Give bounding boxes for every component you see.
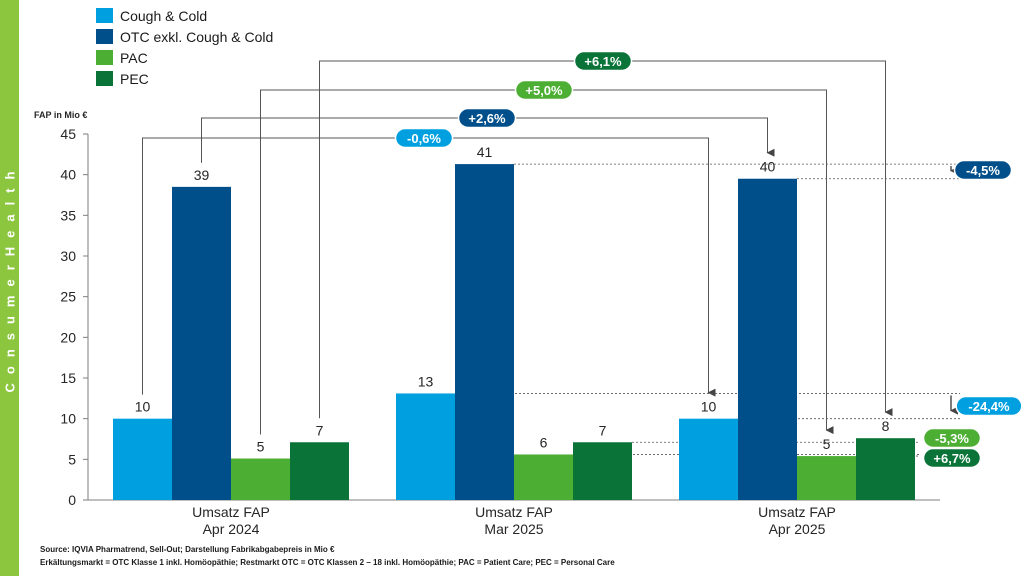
bar-value-label: 7 — [316, 422, 324, 438]
bar-value-label: 5 — [823, 436, 831, 452]
badge-background — [394, 127, 454, 149]
legend-label: Cough & Cold — [120, 7, 208, 24]
yoy-connector — [319, 60, 893, 419]
badge-label: +2,6% — [468, 111, 506, 126]
bar-value-label: 8 — [882, 418, 890, 434]
x-category-label: Apr 2025 — [769, 521, 826, 537]
legend-item-cough-cold: Cough & Cold — [96, 5, 273, 26]
y-tick-label: 45 — [60, 126, 76, 142]
y-tick-label: 15 — [60, 370, 76, 386]
bar — [573, 442, 632, 500]
x-category-label: Mar 2025 — [484, 521, 543, 537]
legend-swatch — [96, 8, 113, 23]
legend-label: PAC — [120, 49, 148, 66]
chart-legend: Cough & Cold OTC exkl. Cough & Cold PAC … — [96, 5, 273, 89]
x-category-label: Umsatz FAP — [192, 504, 270, 520]
y-tick-label: 30 — [60, 248, 76, 264]
bar — [738, 178, 797, 500]
chart-footnote: Source: IQVIA Pharmatrend, Sell-Out; Dar… — [40, 543, 615, 569]
bar-value-label: 40 — [760, 159, 776, 175]
y-tick-label: 20 — [60, 329, 76, 345]
bar — [290, 442, 349, 500]
bar-value-label: 39 — [194, 167, 210, 183]
y-axis-label: FAP in Mio € — [34, 110, 87, 120]
mom-change-badge: +6,7% — [922, 447, 982, 469]
bar — [797, 456, 856, 500]
bar — [856, 438, 915, 500]
mom-change-badge: -5,3% — [922, 427, 982, 449]
y-tick-label: 25 — [60, 289, 76, 305]
bar — [514, 454, 573, 500]
yoy-change-badge: -0,6% — [394, 127, 454, 149]
bar-value-label: 6 — [540, 434, 548, 450]
badge-background — [514, 79, 574, 101]
badge-label: +6,7% — [933, 451, 971, 466]
x-category-label: Apr 2024 — [203, 521, 260, 537]
badge-background — [953, 159, 1013, 181]
x-category-label: Umsatz FAP — [475, 504, 553, 520]
badge-background — [573, 50, 633, 72]
yoy-change-badge: +6,1% — [573, 50, 633, 72]
legend-item-pec: PEC — [96, 68, 273, 89]
badge-label: -5,3% — [935, 431, 969, 446]
sidebar-strip: ConsumerHealth — [0, 0, 19, 576]
badge-background — [922, 447, 982, 469]
badge-background — [922, 427, 982, 449]
bar — [396, 393, 455, 500]
yoy-change-badge: +5,0% — [514, 79, 574, 101]
badge-background — [457, 107, 517, 129]
bar — [172, 186, 231, 500]
y-tick-label: 10 — [60, 411, 76, 427]
bar-value-label: 13 — [418, 373, 434, 389]
badge-background — [955, 395, 1023, 417]
legend-swatch — [96, 29, 113, 44]
bar — [113, 418, 172, 500]
legend-label: OTC exkl. Cough & Cold — [120, 28, 274, 45]
mom-change-badge: -4,5% — [953, 159, 1013, 181]
source-note: Source: IQVIA Pharmatrend, Sell-Out; Dar… — [40, 545, 335, 554]
badge-label: -24,4% — [968, 399, 1010, 414]
bar — [679, 418, 738, 500]
abbreviation-note: Erkältungsmarkt = OTC Klasse 1 inkl. Hom… — [40, 558, 615, 567]
legend-label: PEC — [120, 70, 149, 87]
bar — [455, 164, 514, 501]
bar-value-label: 5 — [257, 439, 265, 455]
bar-value-label: 10 — [701, 399, 717, 415]
badge-label: +6,1% — [584, 54, 622, 69]
bar-value-label: 41 — [477, 144, 493, 160]
legend-item-otc: OTC exkl. Cough & Cold — [96, 26, 273, 47]
x-category-label: Umsatz FAP — [758, 504, 836, 520]
mom-change-badge: -24,4% — [955, 395, 1023, 417]
badge-label: -4,5% — [966, 163, 1000, 178]
legend-swatch — [96, 50, 113, 65]
yoy-change-badge: +2,6% — [457, 107, 517, 129]
y-tick-label: 0 — [68, 492, 76, 508]
y-tick-label: 40 — [60, 167, 76, 183]
bar-value-label: 7 — [599, 422, 607, 438]
legend-swatch — [96, 71, 113, 86]
y-tick-label: 35 — [60, 207, 76, 223]
badge-label: -0,6% — [407, 131, 441, 146]
badge-label: +5,0% — [525, 83, 563, 98]
y-tick-label: 5 — [68, 451, 76, 467]
legend-item-pac: PAC — [96, 47, 273, 68]
bar-value-label: 10 — [135, 399, 151, 415]
bar — [231, 458, 290, 500]
